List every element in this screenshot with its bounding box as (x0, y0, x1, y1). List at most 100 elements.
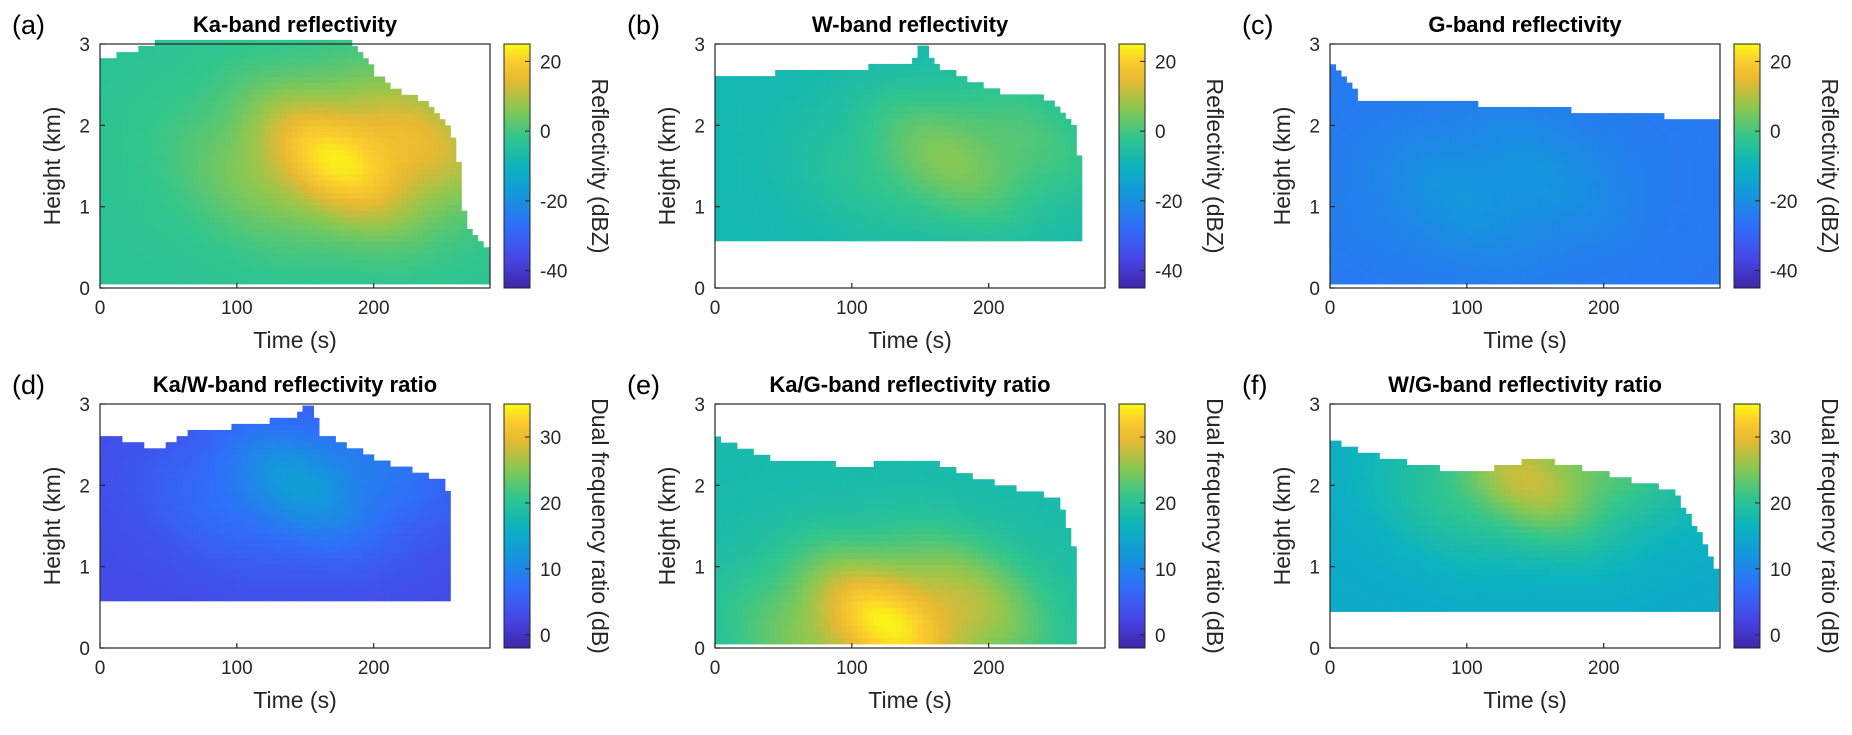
echo-cell (390, 271, 397, 279)
echo-cell (297, 259, 304, 267)
echo-cell (444, 229, 451, 236)
echo-cell (868, 234, 875, 242)
echo-cell (302, 88, 309, 96)
echo-cell (1434, 235, 1440, 242)
echo-cell (1434, 168, 1440, 175)
echo-cell (840, 137, 847, 144)
echo-cell (401, 161, 408, 169)
echo-cell (1340, 186, 1347, 193)
echo-cell (204, 222, 210, 230)
echo-cell (999, 137, 1006, 144)
echo-cell (242, 131, 249, 138)
echo-cell (302, 58, 309, 65)
echo-cell (357, 216, 364, 224)
echo-cell (928, 192, 935, 199)
echo-cell (928, 149, 935, 156)
echo-cell (840, 76, 847, 83)
echo-cell (214, 259, 221, 267)
echo-cell (977, 228, 984, 236)
echo-cell (917, 124, 924, 132)
echo-cell (171, 39, 178, 47)
echo-cell (236, 216, 243, 224)
echo-cell (1406, 265, 1413, 273)
echo-cell (231, 70, 238, 77)
echo-cell (253, 277, 260, 285)
echo-cell (1390, 125, 1397, 132)
echo-cell (204, 125, 210, 132)
echo-cell (994, 94, 1001, 101)
echo-cell (280, 58, 287, 65)
echo-cell (171, 180, 178, 187)
echo-cell (1362, 259, 1369, 267)
echo-cell (291, 137, 298, 145)
echo-cell (1065, 210, 1072, 217)
echo-cell (401, 229, 408, 236)
echo-cell (1390, 100, 1397, 108)
echo-cell (116, 277, 123, 285)
echo-cell (1417, 259, 1424, 267)
echo-cell (253, 161, 260, 169)
echo-cell (264, 277, 271, 285)
echo-cell (176, 180, 183, 187)
echo-cell (198, 235, 205, 242)
echo-cell (1357, 119, 1364, 126)
echo-cell (966, 131, 973, 138)
echo-cell (928, 82, 935, 89)
echo-cell (110, 143, 117, 151)
echo-cell (715, 124, 721, 132)
echo-cell (764, 179, 771, 187)
echo-cell (1373, 241, 1380, 248)
echo-cell (450, 259, 457, 267)
echo-cell (242, 39, 249, 47)
echo-cell (1043, 155, 1050, 162)
echo-cell (1043, 167, 1050, 175)
echo-cell (346, 259, 353, 267)
echo-cell (412, 277, 418, 285)
echo-cell (901, 76, 908, 83)
echo-cell (917, 70, 924, 77)
echo-cell (1390, 210, 1397, 218)
echo-cell (1340, 107, 1347, 114)
echo-cell (379, 253, 386, 260)
echo-cell (1434, 271, 1440, 279)
echo-cell (286, 168, 293, 175)
echo-cell (132, 235, 139, 242)
echo-cell (1330, 210, 1336, 218)
echo-cell (110, 107, 117, 114)
echo-cell (269, 113, 276, 120)
echo-cell (1395, 241, 1402, 248)
echo-cell (1054, 161, 1061, 169)
echo-cell (160, 125, 167, 132)
echo-cell (1368, 198, 1375, 206)
echo-cell (829, 131, 836, 138)
echo-cell (851, 106, 858, 114)
echo-cell (1373, 235, 1380, 242)
echo-cell (1330, 271, 1336, 279)
echo-cell (895, 118, 902, 126)
echo-cell (105, 113, 112, 120)
echo-cell (121, 88, 128, 96)
echo-cell (395, 119, 402, 126)
echo-cell (917, 228, 924, 236)
echo-cell (373, 119, 380, 126)
echo-cell (802, 149, 809, 156)
echo-cell (329, 82, 336, 90)
echo-cell (346, 39, 353, 47)
echo-cell (955, 204, 962, 211)
echo-cell (176, 174, 183, 181)
echo-cell (1005, 100, 1012, 108)
echo-cell (944, 106, 951, 114)
echo-cell (950, 155, 957, 162)
echo-cell (242, 229, 249, 236)
echo-cell (412, 107, 418, 114)
echo-cell (753, 210, 760, 217)
echo-cell (1423, 265, 1430, 273)
echo-cell (884, 124, 891, 132)
echo-cell (879, 179, 886, 187)
echo-cell (231, 100, 238, 108)
echo-cell (242, 253, 249, 260)
echo-cell (1065, 131, 1072, 138)
colorbar-tick-label: 20 (1155, 52, 1176, 73)
echo-cell (428, 198, 435, 206)
echo-cell (340, 39, 347, 47)
